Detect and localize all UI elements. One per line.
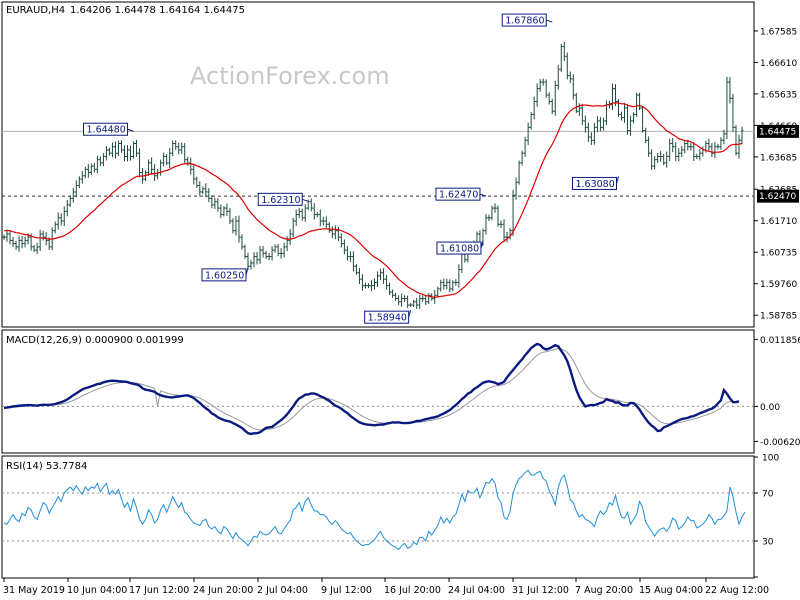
price-annotation-leader (480, 240, 484, 249)
y-tick-label: 100 (762, 454, 779, 464)
x-tick-label: 17 Jun 12:00 (129, 585, 189, 596)
rsi-title: RSI(14) 53.7784 (6, 461, 87, 472)
price-annotation-label: 1.61080 (440, 244, 479, 255)
macd-panel: MACD(12,26,9) 0.000900 0.001999 0.011856… (1, 329, 800, 454)
y-tick-label: 0.00 (760, 403, 780, 413)
x-tick-label: 7 Aug 20:00 (575, 585, 633, 596)
x-tick-label: 22 Aug 12:00 (705, 585, 769, 596)
macd-y-axis: 0.011856 0.00 -0.006206 (754, 336, 800, 448)
price-panel: ActionForex.com EURAUD,H4 1.64206 1.6447… (1, 1, 799, 328)
y-tick-label: 1.63685 (760, 153, 797, 163)
price-annotation-leader (245, 267, 249, 275)
level-price-tag-text: 1.62470 (759, 192, 796, 202)
y-tick-label: 1.58785 (760, 312, 797, 322)
price-annotation-leader (616, 176, 619, 184)
y-tick-label: 1.66610 (760, 59, 797, 69)
price-annotation-leader (302, 198, 309, 202)
macd-title: MACD(12,26,9) 0.000900 0.001999 (6, 335, 184, 346)
y-tick-label: 1.60735 (760, 249, 797, 259)
price-annotation-label: 1.62310 (261, 195, 300, 206)
price-bars (2, 41, 744, 309)
macd-line (3, 342, 740, 436)
time-axis: 31 May 2019 10 Jun 04:00 17 Jun 12:00 24 Ju… (3, 578, 769, 596)
level-price-tag (757, 189, 799, 203)
x-tick-label: 24 Jun 20:00 (193, 585, 253, 596)
price-annotation-label: 1.58940 (368, 313, 407, 324)
x-tick-label: 10 Jun 04:00 (67, 585, 127, 596)
price-annotation-label: 1.60250 (205, 270, 244, 281)
symbol-label: EURAUD,H4 (6, 5, 65, 16)
macd-panel-frame (1, 329, 755, 454)
price-annotation-leader (546, 19, 553, 23)
moving-average-line (4, 102, 743, 298)
price-annotations: 1.64480 1.60250 1.62310 1.58940 1.62470 1.610… (83, 13, 619, 324)
x-tick-label: 24 Jul 04:00 (448, 585, 505, 596)
x-tick-label: 31 May 2019 (3, 585, 65, 596)
ohlc-readout: 1.64206 1.64478 1.64164 1.64475 (70, 5, 245, 16)
price-panel-frame (1, 1, 755, 328)
x-tick-label: 16 Jul 20:00 (384, 585, 441, 596)
rsi-panel-frame (1, 455, 755, 579)
y-tick-label: 70 (762, 490, 774, 500)
price-annotation-label: 1.63080 (575, 179, 614, 190)
y-tick-label: 1.65635 (760, 90, 797, 100)
watermark: ActionForex.com (190, 62, 390, 90)
price-annotation-leader (479, 193, 487, 197)
price-annotation-label: 1.64480 (87, 125, 126, 136)
y-tick-label: 1.59760 (760, 280, 797, 290)
price-annotation-leader (127, 128, 134, 132)
current-price-tag-text: 1.64475 (759, 127, 796, 137)
x-tick-label: 31 Jul 12:00 (512, 585, 569, 596)
rsi-y-axis: 100 70 30 (2, 454, 779, 578)
price-annotation-label: 1.62470 (439, 190, 478, 201)
y-tick-label: 30 (762, 538, 774, 548)
x-tick-label: 9 Jul 12:00 (321, 585, 372, 596)
rsi-panel: RSI(14) 53.7784 100 70 30 (1, 454, 779, 579)
price-annotation-label: 1.67860 (505, 16, 544, 27)
y-tick-label: 1.61710 (760, 217, 797, 227)
x-tick-label: 15 Aug 04:00 (639, 585, 703, 596)
y-tick-label: 1.67585 (760, 27, 797, 37)
y-tick-label: 0.011856 (760, 336, 800, 346)
price-annotation-leader (408, 310, 412, 318)
rsi-line (3, 469, 746, 551)
y-tick-label: -0.006206 (760, 438, 800, 448)
current-price-tag (757, 124, 799, 138)
price-tags: 1.64475 1.62470 (757, 124, 799, 203)
x-tick-label: 2 Jul 04:00 (257, 585, 308, 596)
